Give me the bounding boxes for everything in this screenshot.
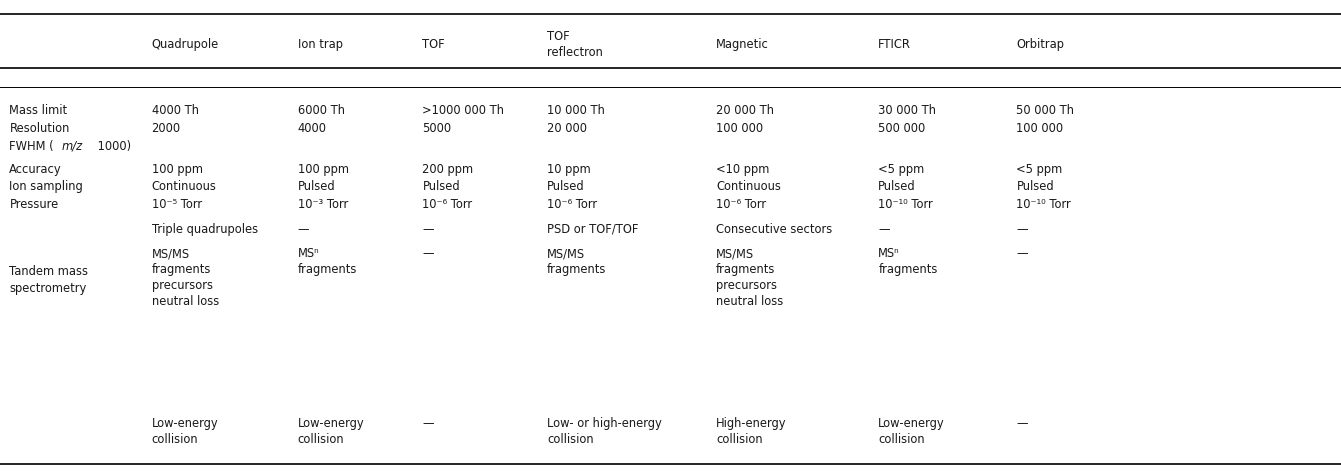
Text: Pulsed: Pulsed	[298, 180, 335, 194]
Text: 20 000: 20 000	[547, 122, 587, 135]
Text: MSⁿ
fragments: MSⁿ fragments	[878, 247, 937, 276]
Text: 100 ppm: 100 ppm	[298, 162, 349, 176]
Text: 10 ppm: 10 ppm	[547, 162, 591, 176]
Text: —: —	[422, 223, 434, 236]
Text: 10⁻⁵ Torr: 10⁻⁵ Torr	[152, 198, 201, 211]
Text: FTICR: FTICR	[878, 38, 912, 51]
Text: Continuous: Continuous	[152, 180, 216, 194]
Text: Accuracy: Accuracy	[9, 162, 62, 176]
Text: 10⁻¹⁰ Torr: 10⁻¹⁰ Torr	[1016, 198, 1071, 211]
Text: 5000: 5000	[422, 122, 452, 135]
Text: —: —	[878, 223, 890, 236]
Text: 1000): 1000)	[94, 140, 131, 153]
Text: Pulsed: Pulsed	[1016, 180, 1054, 194]
Text: PSD or TOF/TOF: PSD or TOF/TOF	[547, 223, 638, 236]
Text: 200 ppm: 200 ppm	[422, 162, 473, 176]
Text: MSⁿ
fragments: MSⁿ fragments	[298, 247, 357, 276]
Text: Pulsed: Pulsed	[547, 180, 585, 194]
Text: <5 ppm: <5 ppm	[1016, 162, 1062, 176]
Text: Ion sampling: Ion sampling	[9, 180, 83, 194]
Text: Ion trap: Ion trap	[298, 38, 343, 51]
Text: MS/MS
fragments
precursors
neutral loss: MS/MS fragments precursors neutral loss	[716, 247, 783, 309]
Text: Tandem mass
spectrometry: Tandem mass spectrometry	[9, 266, 89, 295]
Text: Consecutive sectors: Consecutive sectors	[716, 223, 833, 236]
Text: 500 000: 500 000	[878, 122, 925, 135]
Text: <5 ppm: <5 ppm	[878, 162, 924, 176]
Text: FWHM (: FWHM (	[9, 140, 54, 153]
Text: m/z: m/z	[62, 140, 83, 153]
Text: 20 000 Th: 20 000 Th	[716, 104, 774, 117]
Text: —: —	[422, 417, 434, 430]
Text: Low-energy
collision: Low-energy collision	[878, 417, 945, 446]
Text: MS/MS
fragments: MS/MS fragments	[547, 247, 606, 276]
Text: —: —	[422, 247, 434, 260]
Text: —: —	[1016, 417, 1029, 430]
Text: —: —	[1016, 247, 1029, 260]
Text: Resolution: Resolution	[9, 122, 70, 135]
Text: Low-energy
collision: Low-energy collision	[152, 417, 219, 446]
Text: 30 000 Th: 30 000 Th	[878, 104, 936, 117]
Text: Continuous: Continuous	[716, 180, 780, 194]
Text: 10⁻³ Torr: 10⁻³ Torr	[298, 198, 347, 211]
Text: 50 000 Th: 50 000 Th	[1016, 104, 1074, 117]
Text: Magnetic: Magnetic	[716, 38, 768, 51]
Text: <10 ppm: <10 ppm	[716, 162, 770, 176]
Text: >1000 000 Th: >1000 000 Th	[422, 104, 504, 117]
Text: TOF
reflectron: TOF reflectron	[547, 30, 603, 59]
Text: Pulsed: Pulsed	[878, 180, 916, 194]
Text: 10⁻⁶ Torr: 10⁻⁶ Torr	[422, 198, 472, 211]
Text: Quadrupole: Quadrupole	[152, 38, 219, 51]
Text: —: —	[1016, 223, 1029, 236]
Text: 10⁻⁶ Torr: 10⁻⁶ Torr	[716, 198, 766, 211]
Text: 6000 Th: 6000 Th	[298, 104, 345, 117]
Text: 100 ppm: 100 ppm	[152, 162, 202, 176]
Text: Pulsed: Pulsed	[422, 180, 460, 194]
Text: 2000: 2000	[152, 122, 181, 135]
Text: 4000 Th: 4000 Th	[152, 104, 198, 117]
Text: TOF: TOF	[422, 38, 445, 51]
Text: 100 000: 100 000	[1016, 122, 1063, 135]
Text: Orbitrap: Orbitrap	[1016, 38, 1065, 51]
Text: 10⁻¹⁰ Torr: 10⁻¹⁰ Torr	[878, 198, 933, 211]
Text: —: —	[298, 223, 310, 236]
Text: MS/MS
fragments
precursors
neutral loss: MS/MS fragments precursors neutral loss	[152, 247, 219, 309]
Text: High-energy
collision: High-energy collision	[716, 417, 787, 446]
Text: 100 000: 100 000	[716, 122, 763, 135]
Text: Low- or high-energy
collision: Low- or high-energy collision	[547, 417, 662, 446]
Text: Mass limit: Mass limit	[9, 104, 67, 117]
Text: Pressure: Pressure	[9, 198, 59, 211]
Text: 10 000 Th: 10 000 Th	[547, 104, 605, 117]
Text: Triple quadrupoles: Triple quadrupoles	[152, 223, 257, 236]
Text: Low-energy
collision: Low-energy collision	[298, 417, 365, 446]
Text: 10⁻⁶ Torr: 10⁻⁶ Torr	[547, 198, 597, 211]
Text: 4000: 4000	[298, 122, 327, 135]
